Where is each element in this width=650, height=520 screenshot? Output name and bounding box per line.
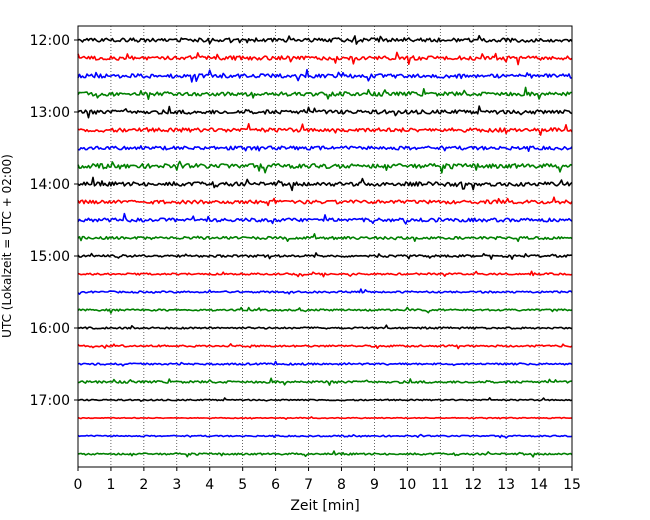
trace-line-1500 [77, 252, 572, 260]
trace-line-1600 [77, 324, 573, 330]
x-tick-label: 3 [172, 477, 181, 493]
trace-line-1445 [77, 233, 573, 243]
trace-line-1415 [77, 196, 573, 207]
y-tick-label: 15:00 [30, 249, 70, 265]
trace-line-1430 [77, 212, 573, 225]
trace-line-1200 [77, 34, 573, 45]
x-tick-label: 13 [497, 477, 515, 493]
x-tick-label: 0 [74, 477, 83, 493]
x-tick-label: 7 [304, 477, 313, 493]
x-tick-label: 9 [370, 477, 379, 493]
trace-line-1400 [77, 176, 573, 192]
y-ticks: 12:00 13:00 14:00 15:00 16:00 17:00 [30, 33, 78, 409]
x-tick-label: 6 [271, 477, 280, 493]
x-ticks: 0 1 2 3 4 5 6 7 8 9 10 11 12 13 14 15 [74, 467, 581, 493]
trace-line-1345 [77, 160, 573, 174]
y-tick-label: 13:00 [30, 105, 70, 121]
trace-line-1315 [77, 123, 573, 136]
x-tick-label: 11 [431, 477, 449, 493]
trace-line-1730 [77, 433, 573, 439]
trace-line-1615 [77, 343, 573, 350]
trace-line-1215 [77, 51, 573, 66]
trace-line-1630 [77, 360, 573, 367]
y-axis-label: UTC (Lokalzeit = UTC + 02:00) [0, 154, 14, 338]
x-tick-label: 10 [398, 477, 416, 493]
x-tick-label: 5 [238, 477, 247, 493]
trace-line-1745 [77, 450, 573, 458]
x-tick-label: 2 [139, 477, 148, 493]
trace-line-1300 [77, 105, 573, 119]
trace-line-1230 [77, 68, 572, 83]
trace-layer [77, 34, 573, 458]
y-tick-label: 12:00 [30, 33, 70, 49]
x-tick-label: 8 [337, 477, 346, 493]
x-tick-label: 14 [530, 477, 548, 493]
trace-line-1530 [77, 288, 573, 295]
x-tick-label: 4 [205, 477, 214, 493]
trace-line-1700 [77, 397, 573, 402]
trace-line-1715 [77, 416, 572, 420]
x-axis-label: Zeit [min] [290, 498, 359, 514]
y-tick-label: 16:00 [30, 321, 70, 337]
x-tick-label: 12 [464, 477, 482, 493]
trace-line-1515 [77, 270, 573, 278]
plot-frame [77, 25, 573, 468]
y-tick-label: 17:00 [30, 393, 70, 409]
trace-line-1545 [77, 306, 573, 314]
trace-line-1330 [78, 145, 573, 152]
trace-line-1645 [77, 377, 573, 386]
trace-line-1245 [77, 86, 572, 100]
y-tick-label: 14:00 [30, 177, 70, 193]
x-tick-label: 1 [106, 477, 115, 493]
x-tick-label: 15 [563, 477, 581, 493]
